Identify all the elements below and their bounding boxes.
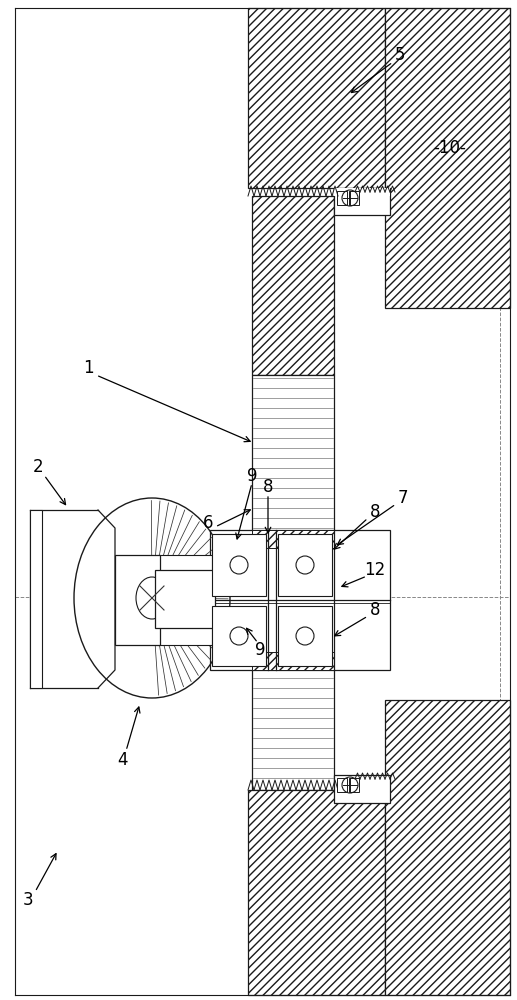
Bar: [334, 188, 390, 215]
Circle shape: [296, 556, 314, 574]
Bar: [252, 652, 334, 670]
Bar: [337, 191, 347, 205]
Bar: [252, 196, 334, 375]
Bar: [155, 570, 215, 628]
Text: 12: 12: [364, 561, 386, 579]
Bar: [30, 510, 42, 688]
Bar: [252, 530, 334, 548]
Bar: [115, 555, 160, 645]
Circle shape: [296, 627, 314, 645]
Bar: [278, 606, 332, 666]
Bar: [248, 790, 385, 995]
Bar: [248, 8, 385, 188]
Text: 8: 8: [370, 601, 380, 619]
Bar: [212, 606, 266, 666]
Polygon shape: [98, 510, 115, 688]
Circle shape: [342, 777, 358, 793]
Text: 8: 8: [370, 503, 380, 521]
Bar: [349, 778, 359, 792]
Bar: [385, 700, 510, 995]
Bar: [385, 8, 510, 308]
Bar: [334, 188, 390, 196]
Text: 9: 9: [255, 641, 265, 659]
Circle shape: [342, 190, 358, 206]
Bar: [278, 534, 332, 596]
Bar: [210, 530, 390, 670]
Text: 2: 2: [33, 458, 43, 476]
Text: 3: 3: [23, 891, 33, 909]
Polygon shape: [30, 510, 98, 688]
Bar: [212, 534, 266, 596]
Bar: [349, 191, 359, 205]
Text: 4: 4: [117, 751, 127, 769]
Bar: [334, 775, 390, 803]
Ellipse shape: [136, 577, 168, 619]
Ellipse shape: [74, 498, 230, 698]
Text: -10-: -10-: [434, 139, 466, 157]
Text: 7: 7: [398, 489, 408, 507]
Text: 6: 6: [203, 514, 213, 532]
Bar: [337, 778, 347, 792]
Circle shape: [230, 627, 248, 645]
Text: 1: 1: [83, 359, 93, 377]
Bar: [252, 375, 334, 790]
Bar: [158, 555, 212, 645]
Circle shape: [230, 556, 248, 574]
Text: 5: 5: [395, 46, 405, 64]
Text: 9: 9: [247, 467, 257, 485]
Text: 8: 8: [263, 478, 273, 496]
